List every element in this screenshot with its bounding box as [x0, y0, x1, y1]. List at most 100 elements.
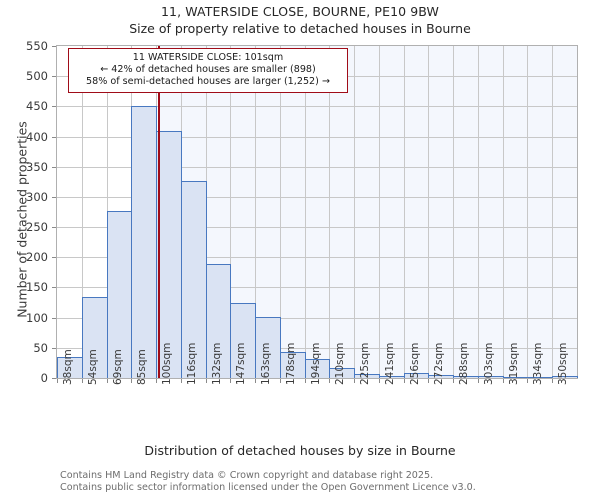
gridline-x-334sqm	[527, 46, 529, 378]
y-tick-mark	[52, 227, 56, 229]
x-tick-mark	[255, 379, 257, 383]
x-tick-mark	[552, 379, 554, 383]
y-tick-mark	[52, 378, 56, 379]
x-tick-mark	[477, 379, 479, 383]
y-tick-label: 150	[26, 280, 48, 295]
gridline-x-210sqm	[329, 46, 331, 378]
y-tick-label: 250	[26, 220, 48, 235]
footer-line-2: Contains public sector information licen…	[60, 481, 476, 493]
x-tick-label: 256sqm	[408, 342, 421, 385]
gridline-y-50	[57, 347, 577, 349]
x-tick-label: 85sqm	[136, 349, 149, 385]
x-tick-label: 194sqm	[309, 342, 322, 385]
page-title: 11, WATERSIDE CLOSE, BOURNE, PE10 9BW	[161, 4, 439, 19]
x-tick-label: 334sqm	[532, 342, 545, 385]
bar	[131, 106, 158, 378]
x-tick-mark	[502, 379, 504, 383]
y-tick-mark	[52, 347, 56, 349]
y-tick-mark	[52, 317, 56, 319]
gridline-x-288sqm	[453, 46, 455, 378]
y-tick-mark	[52, 136, 56, 138]
y-tick-mark	[52, 287, 56, 289]
x-tick-mark	[453, 379, 455, 383]
x-tick-mark	[279, 379, 281, 383]
bar	[329, 367, 356, 378]
x-tick-label: 210sqm	[334, 342, 347, 385]
gridline-x-163sqm	[255, 46, 257, 378]
gridline-x-147sqm	[230, 46, 232, 378]
x-axis-label: Distribution of detached houses by size …	[144, 443, 456, 458]
gridline-x-241sqm	[378, 46, 380, 378]
y-tick-label: 300	[26, 189, 48, 204]
gridline-x-350sqm	[552, 46, 554, 378]
bar	[156, 130, 182, 378]
annotation-line-3: 58% of semi-detached houses are larger (…	[86, 76, 330, 87]
gridline-y-400	[57, 136, 577, 138]
bar	[81, 296, 108, 378]
y-tick-label: 400	[26, 129, 48, 144]
x-tick-mark	[106, 379, 108, 383]
gridline-x-319sqm	[502, 46, 504, 378]
footer-attribution: Contains HM Land Registry data © Crown c…	[60, 470, 580, 493]
annotation-line-2: ← 42% of detached houses are smaller (89…	[100, 64, 316, 75]
bar	[255, 317, 281, 378]
annotation-line-1: 11 WATERSIDE CLOSE: 101sqm	[132, 52, 284, 63]
annotation-box: 11 WATERSIDE CLOSE: 101sqm ← 42% of deta…	[68, 48, 348, 93]
x-tick-label: 100sqm	[161, 342, 174, 385]
x-tick-label: 303sqm	[482, 342, 495, 385]
gridline-y-450	[57, 106, 577, 108]
y-tick-label: 100	[26, 310, 48, 325]
gridline-x-256sqm	[403, 46, 405, 378]
y-tick-label: 50	[33, 340, 48, 355]
gridline-y-350	[57, 166, 577, 168]
x-tick-label: 69sqm	[111, 349, 124, 385]
bar	[180, 180, 207, 378]
x-tick-mark	[329, 379, 331, 383]
x-tick-label: 147sqm	[235, 342, 248, 385]
gridline-x-272sqm	[428, 46, 430, 378]
gridline-y-150	[57, 287, 577, 289]
x-tick-label: 350sqm	[557, 342, 570, 385]
x-tick-label: 54sqm	[86, 349, 99, 385]
gridline-y-200	[57, 257, 577, 259]
plot-area	[56, 45, 578, 379]
x-tick-label: 241sqm	[383, 342, 396, 385]
y-tick-mark	[52, 166, 56, 168]
y-tick-mark	[52, 196, 56, 198]
y-tick-label: 500	[26, 69, 48, 84]
x-tick-mark	[81, 379, 83, 383]
x-tick-label: 163sqm	[260, 342, 273, 385]
footer-line-1: Contains HM Land Registry data © Crown c…	[60, 470, 434, 481]
x-tick-label: 225sqm	[359, 342, 372, 385]
x-tick-mark	[378, 379, 380, 383]
y-tick-label: 450	[26, 99, 48, 114]
x-tick-label: 38sqm	[62, 349, 74, 385]
x-tick-mark	[57, 379, 58, 383]
gridline-x-178sqm	[279, 46, 281, 378]
x-tick-mark	[304, 379, 306, 383]
x-tick-mark	[428, 379, 430, 383]
x-tick-mark	[205, 379, 207, 383]
x-tick-mark	[403, 379, 405, 383]
x-tick-mark	[354, 379, 356, 383]
x-tick-label: 272sqm	[433, 342, 446, 385]
x-tick-label: 178sqm	[284, 342, 297, 385]
gridline-x-303sqm	[477, 46, 479, 378]
x-tick-label: 288sqm	[458, 342, 471, 385]
gridline-y-250	[57, 227, 577, 229]
y-tick-mark	[52, 257, 56, 259]
gridline-x-194sqm	[304, 46, 306, 378]
x-tick-label: 116sqm	[185, 342, 198, 385]
page-subtitle: Size of property relative to detached ho…	[129, 21, 471, 36]
y-tick-label: 350	[26, 159, 48, 174]
bar	[552, 375, 578, 378]
x-tick-mark	[230, 379, 232, 383]
y-tick-mark	[52, 46, 56, 47]
gridline-y-100	[57, 317, 577, 319]
x-tick-mark	[131, 379, 133, 383]
property-marker-line	[157, 46, 160, 378]
x-tick-mark	[527, 379, 529, 383]
x-tick-mark	[180, 379, 182, 383]
x-tick-mark	[156, 379, 158, 383]
